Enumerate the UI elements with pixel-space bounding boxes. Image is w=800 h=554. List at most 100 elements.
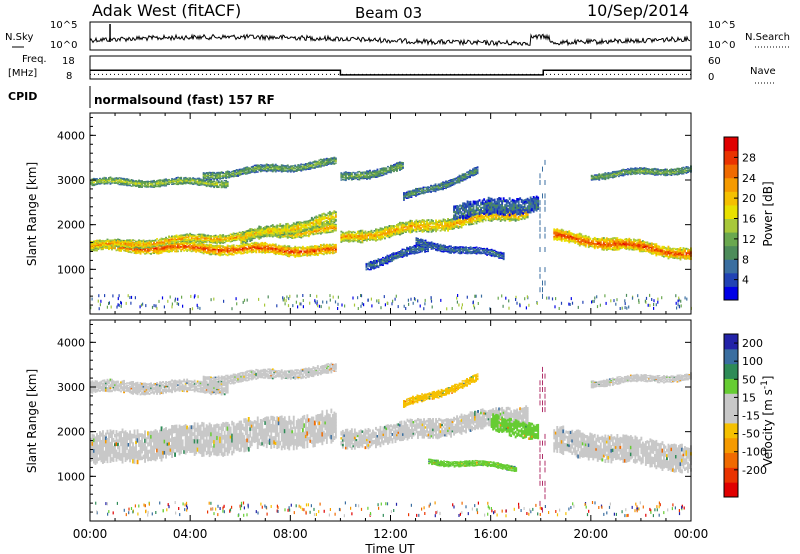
heatmap-cell: [456, 205, 458, 208]
heatmap-cell: [364, 236, 367, 239]
heatmap-cell: [123, 239, 125, 242]
heatmap-cell: [631, 242, 634, 245]
heatmap-cell: [144, 184, 146, 186]
heatmap-cell: [459, 209, 461, 212]
heatmap-cell: [295, 249, 298, 251]
heatmap-cell: [247, 235, 250, 237]
heatmap-cell: [189, 242, 192, 245]
heatmap-cell: [240, 246, 243, 248]
heatmap-cell: [220, 245, 223, 247]
heatmap-cell: [384, 237, 386, 240]
heatmap-cell: [599, 241, 602, 243]
heatmap-cell: [568, 239, 571, 242]
heatmap-cell: [228, 238, 231, 240]
heatmap-cell: [328, 221, 331, 224]
heatmap-cell: [493, 209, 496, 212]
heatmap-cell: [300, 225, 303, 228]
heatmap-cell: [306, 221, 309, 224]
heatmap-cell: [522, 216, 525, 218]
heatmap-cell: [678, 254, 680, 257]
heatmap-cell: [273, 229, 276, 231]
heatmap-cell: [471, 223, 473, 226]
heatmap-cell: [295, 223, 298, 226]
heatmap-cell: [267, 227, 270, 229]
heatmap-cell: [277, 230, 280, 232]
heatmap-cell: [490, 210, 493, 213]
heatmap-cell: [513, 199, 516, 202]
heatmap-cell: [513, 201, 516, 204]
heatmap-cell: [598, 240, 601, 243]
heatmap-cell: [246, 252, 249, 254]
heatmap-cell: [385, 232, 388, 235]
heatmap-cell: [394, 232, 397, 235]
heatmap-cell: [504, 208, 507, 212]
heatmap-cell: [447, 223, 449, 226]
heatmap-cell: [333, 218, 336, 221]
heatmap-cell: [325, 251, 328, 254]
heatmap-cell: [280, 248, 283, 251]
heatmap-cell: [175, 246, 178, 249]
heatmap-cell: [127, 183, 130, 185]
heatmap-cell: [322, 245, 325, 247]
heatmap-cell: [349, 235, 352, 237]
heatmap-cell: [129, 184, 131, 187]
heatmap-cell: [673, 247, 676, 250]
heatmap-cell: [148, 182, 151, 184]
heatmap-cell: [303, 233, 306, 235]
heatmap-cell: [499, 218, 502, 221]
heatmap-cell: [602, 245, 605, 248]
heatmap-cell: [121, 177, 124, 180]
heatmap-cell: [97, 183, 100, 185]
heatmap-cell: [306, 251, 309, 253]
heatmap-cell: [640, 247, 643, 250]
heatmap-cell: [554, 229, 557, 231]
heatmap-cell: [292, 222, 295, 225]
heatmap-cell: [492, 213, 495, 216]
heatmap-cell: [456, 219, 458, 221]
heatmap-cell: [628, 247, 631, 249]
heatmap-cell: [298, 224, 301, 227]
heatmap-cell: [259, 226, 262, 229]
heatmap-cell: [574, 240, 577, 243]
heatmap-cell: [226, 238, 229, 240]
heatmap-cell: [184, 241, 187, 244]
heatmap-cell: [310, 250, 313, 253]
heatmap-cell: [316, 225, 319, 228]
heatmap-cell: [142, 185, 145, 187]
heatmap-cell: [100, 244, 103, 247]
heatmap-cell: [390, 228, 392, 230]
heatmap-cell: [493, 198, 496, 201]
heatmap-cell: [480, 206, 482, 209]
heatmap-cell: [214, 241, 217, 243]
heatmap-cell: [510, 216, 513, 219]
heatmap-cell: [309, 249, 312, 252]
heatmap-cell: [174, 237, 176, 239]
heatmap-cell: [664, 251, 667, 254]
heatmap-cell: [126, 239, 128, 241]
heatmap-cell: [156, 243, 158, 246]
heatmap-cell: [220, 247, 223, 250]
heatmap-cell: [250, 237, 253, 240]
heatmap-cell: [147, 250, 149, 252]
heatmap-cell: [330, 217, 333, 219]
heatmap-cell: [219, 235, 222, 237]
heatmap-cell: [399, 231, 401, 234]
heatmap-cell: [294, 228, 297, 231]
heatmap-cell: [171, 246, 173, 249]
heatmap-cell: [343, 239, 346, 241]
heatmap-cell: [268, 249, 271, 251]
nsearch-tick-low: 10^0: [708, 40, 735, 51]
heatmap-cell: [580, 235, 583, 238]
heatmap-cell: [232, 253, 235, 256]
heatmap-cell: [498, 210, 501, 214]
heatmap-cell: [190, 241, 193, 243]
heatmap-cell: [507, 204, 510, 207]
heatmap-cell: [376, 234, 379, 237]
heatmap-cell: [271, 233, 274, 236]
heatmap-cell: [486, 201, 489, 204]
heatmap-cell: [418, 219, 421, 222]
heatmap-cell: [372, 234, 374, 236]
heatmap-cell: [384, 231, 386, 234]
heatmap-cell: [294, 225, 297, 228]
heatmap-cell: [138, 239, 140, 241]
